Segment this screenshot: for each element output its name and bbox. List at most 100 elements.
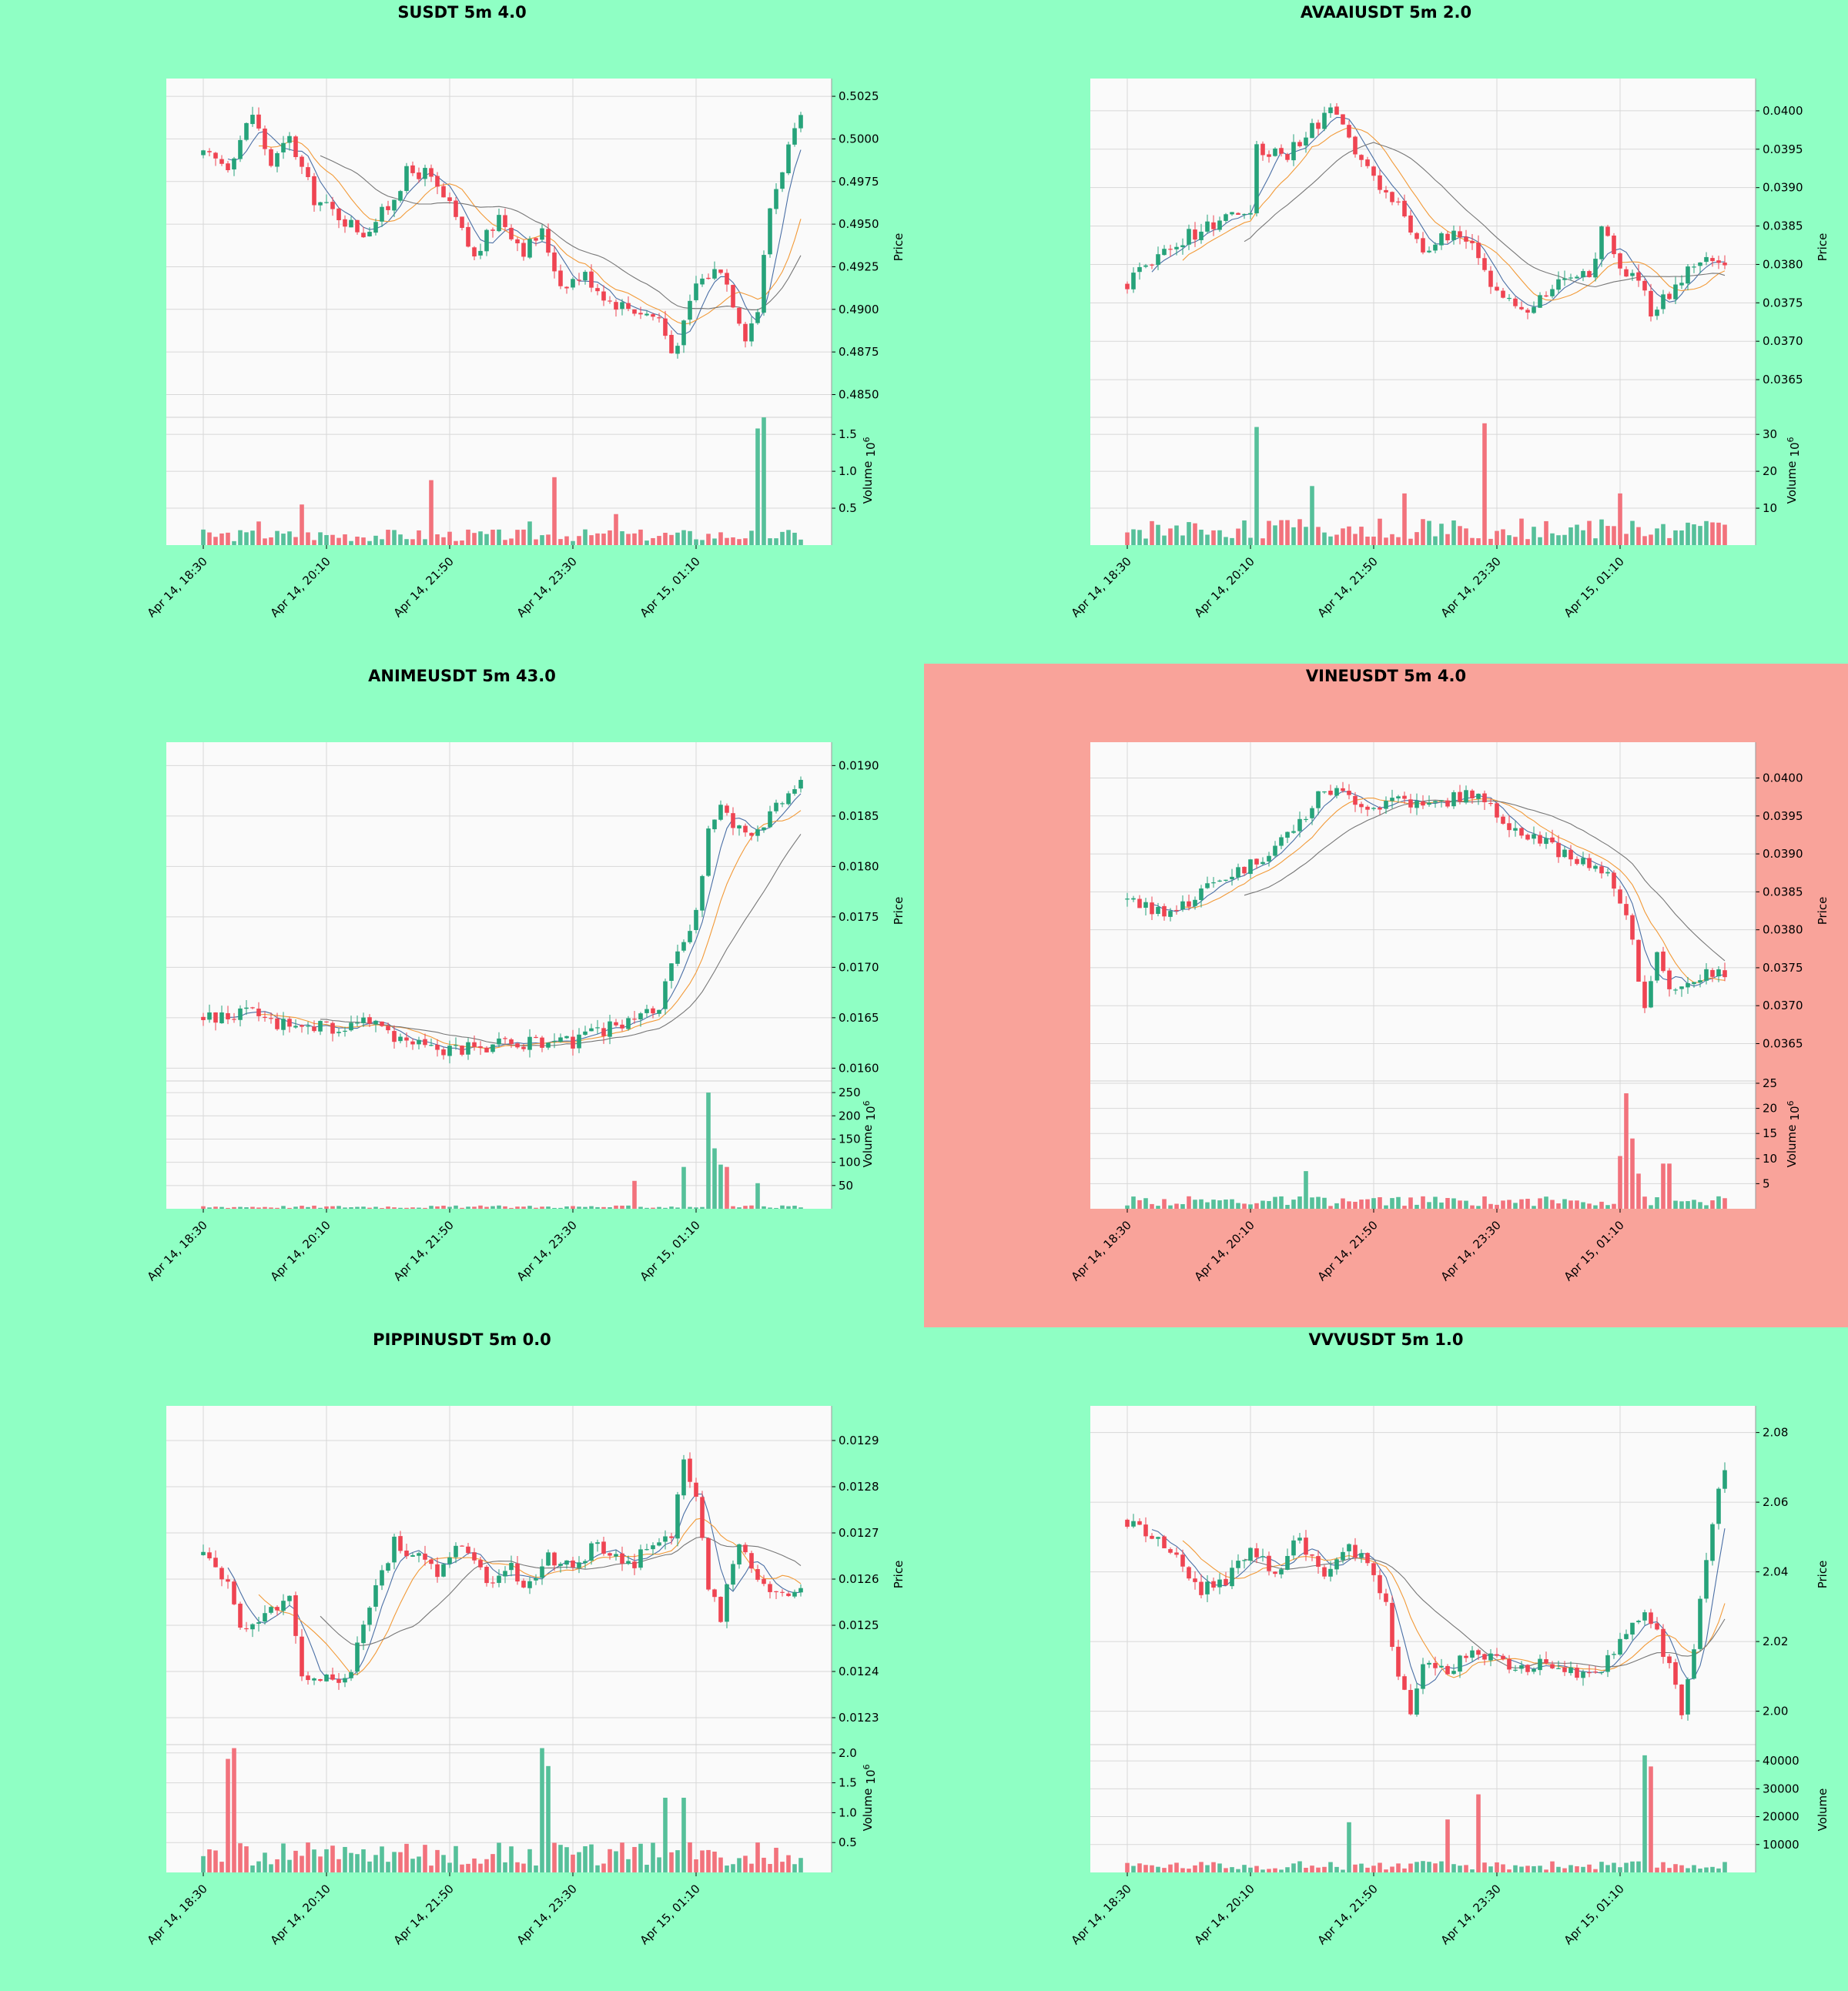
x-tick-label: Apr 15, 01:10 <box>1562 1218 1627 1283</box>
candle-body <box>1125 283 1130 289</box>
chart-panel: VVVUSDT 5m 1.0 Apr 14, 18:30 Apr 14, 20:10… <box>924 1327 1848 1991</box>
candle-body <box>1285 1555 1290 1570</box>
volume-bar <box>1193 523 1197 545</box>
moving-average-line <box>320 834 802 1046</box>
volume-bar <box>620 1205 624 1209</box>
candle-body <box>620 1024 624 1029</box>
volume-bar <box>1704 1205 1709 1209</box>
candle-body <box>792 789 797 794</box>
volume-bar <box>583 1206 588 1209</box>
candle-body <box>250 1624 255 1630</box>
price-axis-label: Price <box>892 897 906 925</box>
candle-body <box>1439 800 1444 801</box>
price-tick-label: 2.08 <box>1763 1426 1788 1440</box>
volume-bar <box>1267 520 1271 545</box>
candle-body <box>361 1625 366 1644</box>
volume-bar <box>626 534 631 545</box>
volume-bar <box>1427 1862 1431 1872</box>
volume-bar <box>275 1207 280 1209</box>
volume-bar <box>1267 1201 1271 1209</box>
volume-bar <box>1187 1869 1191 1872</box>
x-tick-label: Apr 14, 20:10 <box>268 1882 333 1947</box>
volume-bar <box>632 1846 637 1872</box>
candle-body <box>1433 244 1438 251</box>
volume-tick-label: 1.0 <box>839 464 857 478</box>
price-tick-label: 0.0365 <box>1763 1037 1803 1051</box>
volume-bar <box>1495 1862 1499 1872</box>
x-tick-label: Apr 15, 01:10 <box>1562 554 1627 620</box>
volume-bar <box>367 1861 372 1872</box>
candle-body <box>398 191 403 201</box>
candle-body <box>540 228 544 240</box>
volume-bar <box>1538 537 1542 545</box>
volume-bar <box>293 537 298 545</box>
volume-bar <box>583 529 588 545</box>
volume-bar <box>306 532 310 545</box>
candle-body <box>1710 258 1715 262</box>
candle-body <box>460 1545 464 1547</box>
volume-bar <box>1655 1197 1659 1209</box>
volume-bar <box>1248 1204 1253 1209</box>
candle-body <box>1587 271 1592 277</box>
volume-bar <box>281 1206 286 1209</box>
candle-body <box>1162 905 1167 917</box>
candle-body <box>792 1591 797 1597</box>
volume-bar <box>1334 1203 1339 1209</box>
volume-bar <box>1316 1867 1321 1872</box>
x-tick-label: Apr 14, 18:30 <box>1069 554 1134 620</box>
volume-bar <box>1242 1203 1247 1209</box>
candle-body <box>1353 795 1358 805</box>
candle-body <box>367 1017 372 1024</box>
candle-body <box>1174 1552 1179 1555</box>
volume-bar <box>546 534 551 545</box>
candle-body <box>349 219 353 228</box>
volume-bar <box>755 1183 760 1209</box>
volume-bar <box>1581 530 1585 545</box>
candle-body <box>1661 1628 1666 1658</box>
chart-title: ANIMEUSDT 5m 43.0 <box>368 667 556 685</box>
volume-bar <box>552 477 557 545</box>
candle-body <box>595 1542 600 1544</box>
volume-bar <box>1396 1196 1401 1209</box>
candle-body <box>219 1568 224 1580</box>
volume-bar <box>651 537 655 545</box>
volume-bar <box>1581 1202 1585 1209</box>
volume-bar <box>1285 1867 1290 1872</box>
candle-body <box>373 222 378 233</box>
volume-exponent: 6 <box>1786 1100 1796 1106</box>
volume-bar <box>768 1207 772 1209</box>
price-tick-label: 2.04 <box>1763 1565 1788 1579</box>
candle-body <box>1347 791 1351 795</box>
volume-bar <box>725 537 729 545</box>
volume-bar <box>269 1864 273 1872</box>
volume-bar <box>737 539 742 545</box>
volume-bar <box>349 1207 353 1209</box>
volume-bar <box>595 1865 600 1872</box>
volume-bar <box>540 1748 544 1872</box>
candle-body <box>1649 290 1653 317</box>
volume-bar <box>484 1859 489 1872</box>
volume-bar <box>1581 1866 1585 1872</box>
candle-body <box>1544 1659 1548 1664</box>
candle-body <box>263 129 267 149</box>
candle-body <box>244 1007 249 1009</box>
volume-bar <box>669 534 674 545</box>
volume-bar <box>1187 522 1191 545</box>
volume-bar <box>1532 1866 1536 1872</box>
price-tick-label: 0.0400 <box>1763 771 1803 785</box>
candle-body <box>1199 888 1204 901</box>
volume-bar <box>275 1859 280 1872</box>
candle-body <box>1414 1688 1419 1715</box>
candle-body <box>1242 213 1247 216</box>
price-tick-label: 0.0180 <box>839 859 879 873</box>
volume-bar <box>755 1842 760 1872</box>
candle-body <box>1679 283 1684 286</box>
candle-body <box>1433 1662 1438 1668</box>
volume-bar <box>226 1207 230 1209</box>
chart-panel: AVAAIUSDT 5m 2.0 Apr 14, 18:30 Apr 14, 20:… <box>924 0 1848 664</box>
candle-body <box>373 1020 378 1025</box>
volume-bar <box>417 1856 421 1872</box>
volume-bar <box>743 538 748 545</box>
volume-bar <box>349 540 353 545</box>
candle-body <box>1667 970 1672 989</box>
